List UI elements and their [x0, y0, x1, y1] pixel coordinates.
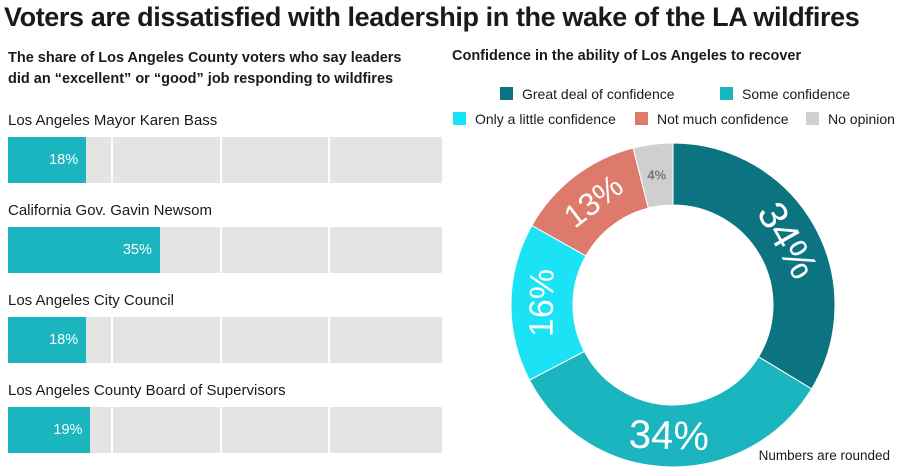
legend-item-not-much: Not much confidence [635, 111, 789, 127]
bar [8, 227, 160, 273]
legend-label: Great deal of confidence [522, 86, 675, 102]
legend-item-some: Some confidence [720, 86, 850, 102]
bar-row-city-council: Los Angeles City Council 18% [8, 291, 442, 363]
bar-gridline [111, 317, 113, 363]
legend-label: No opinion [828, 111, 895, 127]
bar-value-label: 19% [53, 422, 83, 438]
bar-gridline [220, 317, 222, 363]
bar-category-label: Los Angeles County Board of Supervisors [8, 382, 286, 399]
legend-label: Not much confidence [657, 111, 789, 127]
legend-item-only-a-little: Only a little confidence [453, 111, 616, 127]
donut-slice-some [528, 350, 813, 468]
bar-gridline [328, 227, 330, 273]
bar-category-label: California Gov. Gavin Newsom [8, 202, 212, 219]
bar-track: 18% [8, 137, 442, 183]
bar [8, 317, 87, 363]
bar-gridline [111, 407, 113, 453]
chart-title: Voters are dissatisfied with leadership … [4, 2, 860, 32]
bar-row-board-of-supervisors: Los Angeles County Board of Supervisors … [8, 381, 442, 453]
legend-label: Some confidence [742, 86, 851, 102]
bar-chart-subtitle: The share of Los Angeles County voters w… [8, 48, 442, 90]
bar-row-gavin-newsom: California Gov. Gavin Newsom 35% [8, 201, 442, 273]
bar-track: 18% [8, 317, 442, 363]
bar [8, 137, 87, 183]
bar-value-label: 18% [49, 332, 79, 348]
legend-item-no-opinion: No opinion [806, 111, 895, 127]
bar-chart-subtitle-line-1: The share of Los Angeles County voters w… [8, 50, 402, 66]
bar-track: 35% [8, 227, 442, 273]
bar-category-label: Los Angeles City Council [8, 292, 174, 309]
donut-slice-no-opinion [632, 142, 674, 209]
bar-row-karen-bass: Los Angeles Mayor Karen Bass 18% [8, 111, 442, 183]
bar-gridline [220, 137, 222, 183]
legend-swatch [500, 87, 513, 100]
legend-label: Only a little confidence [475, 111, 616, 127]
bar-track: 19% [8, 407, 442, 453]
donut-value-label: 4% [647, 168, 666, 183]
footnote: Numbers are rounded [758, 448, 890, 463]
bar-value-label: 35% [122, 242, 152, 258]
legend-swatch [635, 112, 648, 125]
legend-item-great-deal: Great deal of confidence [500, 86, 675, 102]
bar-category-label: Los Angeles Mayor Karen Bass [8, 112, 218, 129]
leader-approval-panel: The share of Los Angeles County voters w… [8, 48, 442, 453]
donut-chart-title: Confidence in the ability of Los Angeles… [452, 48, 802, 64]
donut-value-label: 16% [522, 269, 561, 338]
donut-slice-great-deal [672, 142, 836, 390]
donut-value-label: 34% [628, 413, 709, 459]
bar-gridline [220, 227, 222, 273]
bar-gridline [328, 317, 330, 363]
bar-gridline [220, 407, 222, 453]
legend-swatch [453, 112, 466, 125]
legend-swatch [806, 112, 819, 125]
confidence-donut-chart: 34%34%16%13% 4% [510, 142, 836, 468]
bar-chart-subtitle-line-2: did an “excellent” or “good” job respond… [8, 71, 394, 87]
bar-gridline [328, 407, 330, 453]
bar-value-label: 18% [49, 152, 79, 168]
bar [8, 407, 91, 453]
bar-gridline [328, 137, 330, 183]
bar-gridline [111, 137, 113, 183]
legend-swatch [720, 87, 733, 100]
